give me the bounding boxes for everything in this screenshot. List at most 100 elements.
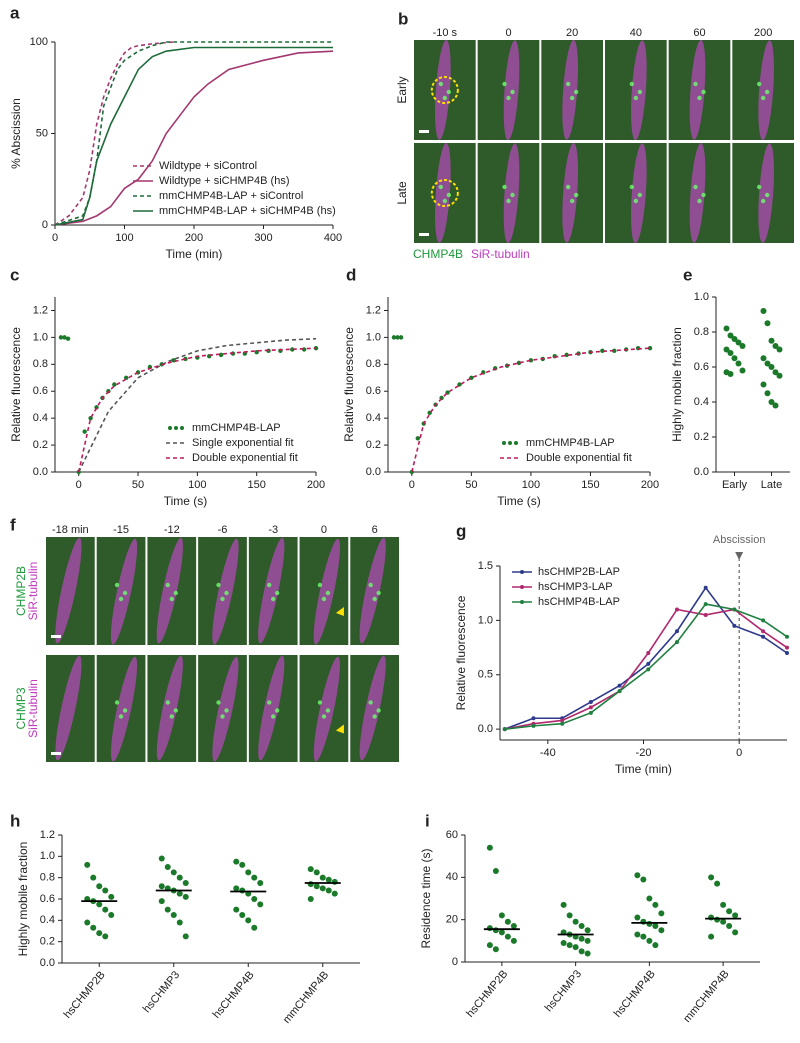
y-tick-label: 1.2	[40, 829, 55, 841]
row-label: CHMP3	[14, 687, 28, 729]
data-point	[84, 861, 91, 868]
x-tick-label: 400	[324, 232, 342, 244]
data-point	[566, 912, 573, 919]
data-point	[727, 332, 734, 339]
data-point	[62, 335, 67, 340]
series-line	[77, 347, 317, 473]
data-point	[486, 844, 493, 851]
data-point	[82, 429, 87, 434]
y-axis-label: Highly mobile fraction	[16, 842, 30, 957]
data-point	[731, 355, 738, 362]
data-point	[578, 935, 585, 942]
x-tick-label: 50	[465, 479, 477, 491]
chmp-signal	[569, 198, 575, 204]
scale-bar	[419, 130, 429, 133]
tubulin-signal	[359, 537, 386, 644]
legend-label: hsCHMP3-LAP	[538, 581, 613, 593]
data-point	[498, 929, 505, 936]
chmp-signal	[321, 714, 327, 719]
data-point	[760, 381, 767, 388]
y-tick-label: 100	[30, 36, 48, 48]
chmp-signal	[165, 700, 170, 705]
chmp-signal	[760, 95, 766, 101]
column-label: 40	[630, 27, 642, 39]
y-tick-label: 0	[42, 219, 48, 231]
chmp-signal	[756, 81, 762, 87]
x-axis-label: Time (s)	[497, 494, 541, 508]
data-point	[708, 933, 715, 940]
data-point	[646, 651, 651, 655]
y-tick-label: 0.6	[40, 893, 55, 905]
chmp-signal	[376, 590, 381, 596]
panel-letter: i	[425, 811, 430, 830]
legend-label: mmCHMP4B-LAP + siCHMP4B (hs)	[159, 205, 336, 217]
legend-label: hsCHMP2B-LAP	[538, 566, 620, 578]
panel-letter: h	[10, 811, 20, 830]
arrowhead	[335, 607, 344, 616]
scale-bar	[419, 233, 429, 236]
data-point	[391, 335, 397, 340]
data-point	[96, 930, 103, 937]
chmp-signal	[502, 184, 507, 190]
series-line	[504, 586, 788, 730]
data-point	[634, 914, 641, 921]
data-point	[726, 923, 733, 930]
data-point	[732, 623, 737, 628]
chmp-signal	[165, 582, 170, 588]
data-point	[96, 901, 103, 908]
data-point	[457, 382, 462, 387]
data-point	[646, 920, 653, 927]
tubulin-signal	[435, 142, 451, 243]
y-tick-label: 0.2	[33, 439, 48, 451]
chmp-signal	[372, 714, 377, 719]
data-point	[764, 320, 771, 327]
legend-swatch	[180, 426, 184, 430]
y-axis-label: Relative fluorescence	[454, 595, 468, 710]
legend-swatch	[520, 600, 524, 604]
y-tick-label: 0.2	[366, 439, 381, 451]
data-point	[307, 896, 314, 902]
data-point	[652, 923, 659, 930]
x-tick-label: -20	[636, 747, 652, 759]
chmp-signal	[216, 582, 221, 588]
panel-letter: a	[10, 3, 20, 22]
y-tick-label: 60	[446, 829, 458, 841]
x-tick-label: 0	[52, 232, 58, 244]
data-point	[84, 919, 91, 926]
y-tick-label: 0.4	[33, 412, 48, 424]
data-point	[239, 861, 246, 868]
x-tick-label: -40	[540, 747, 556, 759]
chmp-signal	[173, 708, 178, 713]
chmp-signal	[760, 198, 766, 204]
chmp-signal	[275, 590, 280, 596]
x-axis-label: Time (s)	[164, 494, 208, 508]
x-tick-label: Early	[722, 479, 748, 491]
chmp-signal	[376, 708, 381, 713]
chmp-signal	[764, 89, 770, 95]
chmp-signal	[173, 590, 178, 596]
chmp-signal	[317, 700, 323, 705]
data-point	[239, 912, 246, 918]
x-tick-label: 100	[522, 479, 540, 491]
data-point	[584, 950, 591, 957]
chmp-signal	[267, 700, 272, 705]
x-tick-label: 200	[185, 232, 203, 244]
column-label: -15	[113, 524, 129, 536]
data-point	[254, 349, 259, 355]
data-point	[566, 942, 573, 949]
y-tick-label: 0.5	[478, 669, 493, 681]
data-point	[307, 866, 314, 873]
data-point	[646, 895, 653, 902]
y-tick-label: 0.4	[40, 914, 55, 926]
legend-label: hsCHMP4B-LAP	[538, 596, 620, 608]
chmp-signal	[321, 596, 327, 602]
data-point	[395, 335, 400, 340]
data-point	[658, 910, 665, 917]
chmp-signal	[169, 714, 174, 719]
data-point	[257, 880, 264, 886]
region-marker	[430, 179, 459, 207]
chmp-signal	[271, 714, 276, 719]
data-point	[739, 367, 746, 374]
chmp-signal	[446, 192, 452, 198]
data-point	[398, 335, 404, 340]
